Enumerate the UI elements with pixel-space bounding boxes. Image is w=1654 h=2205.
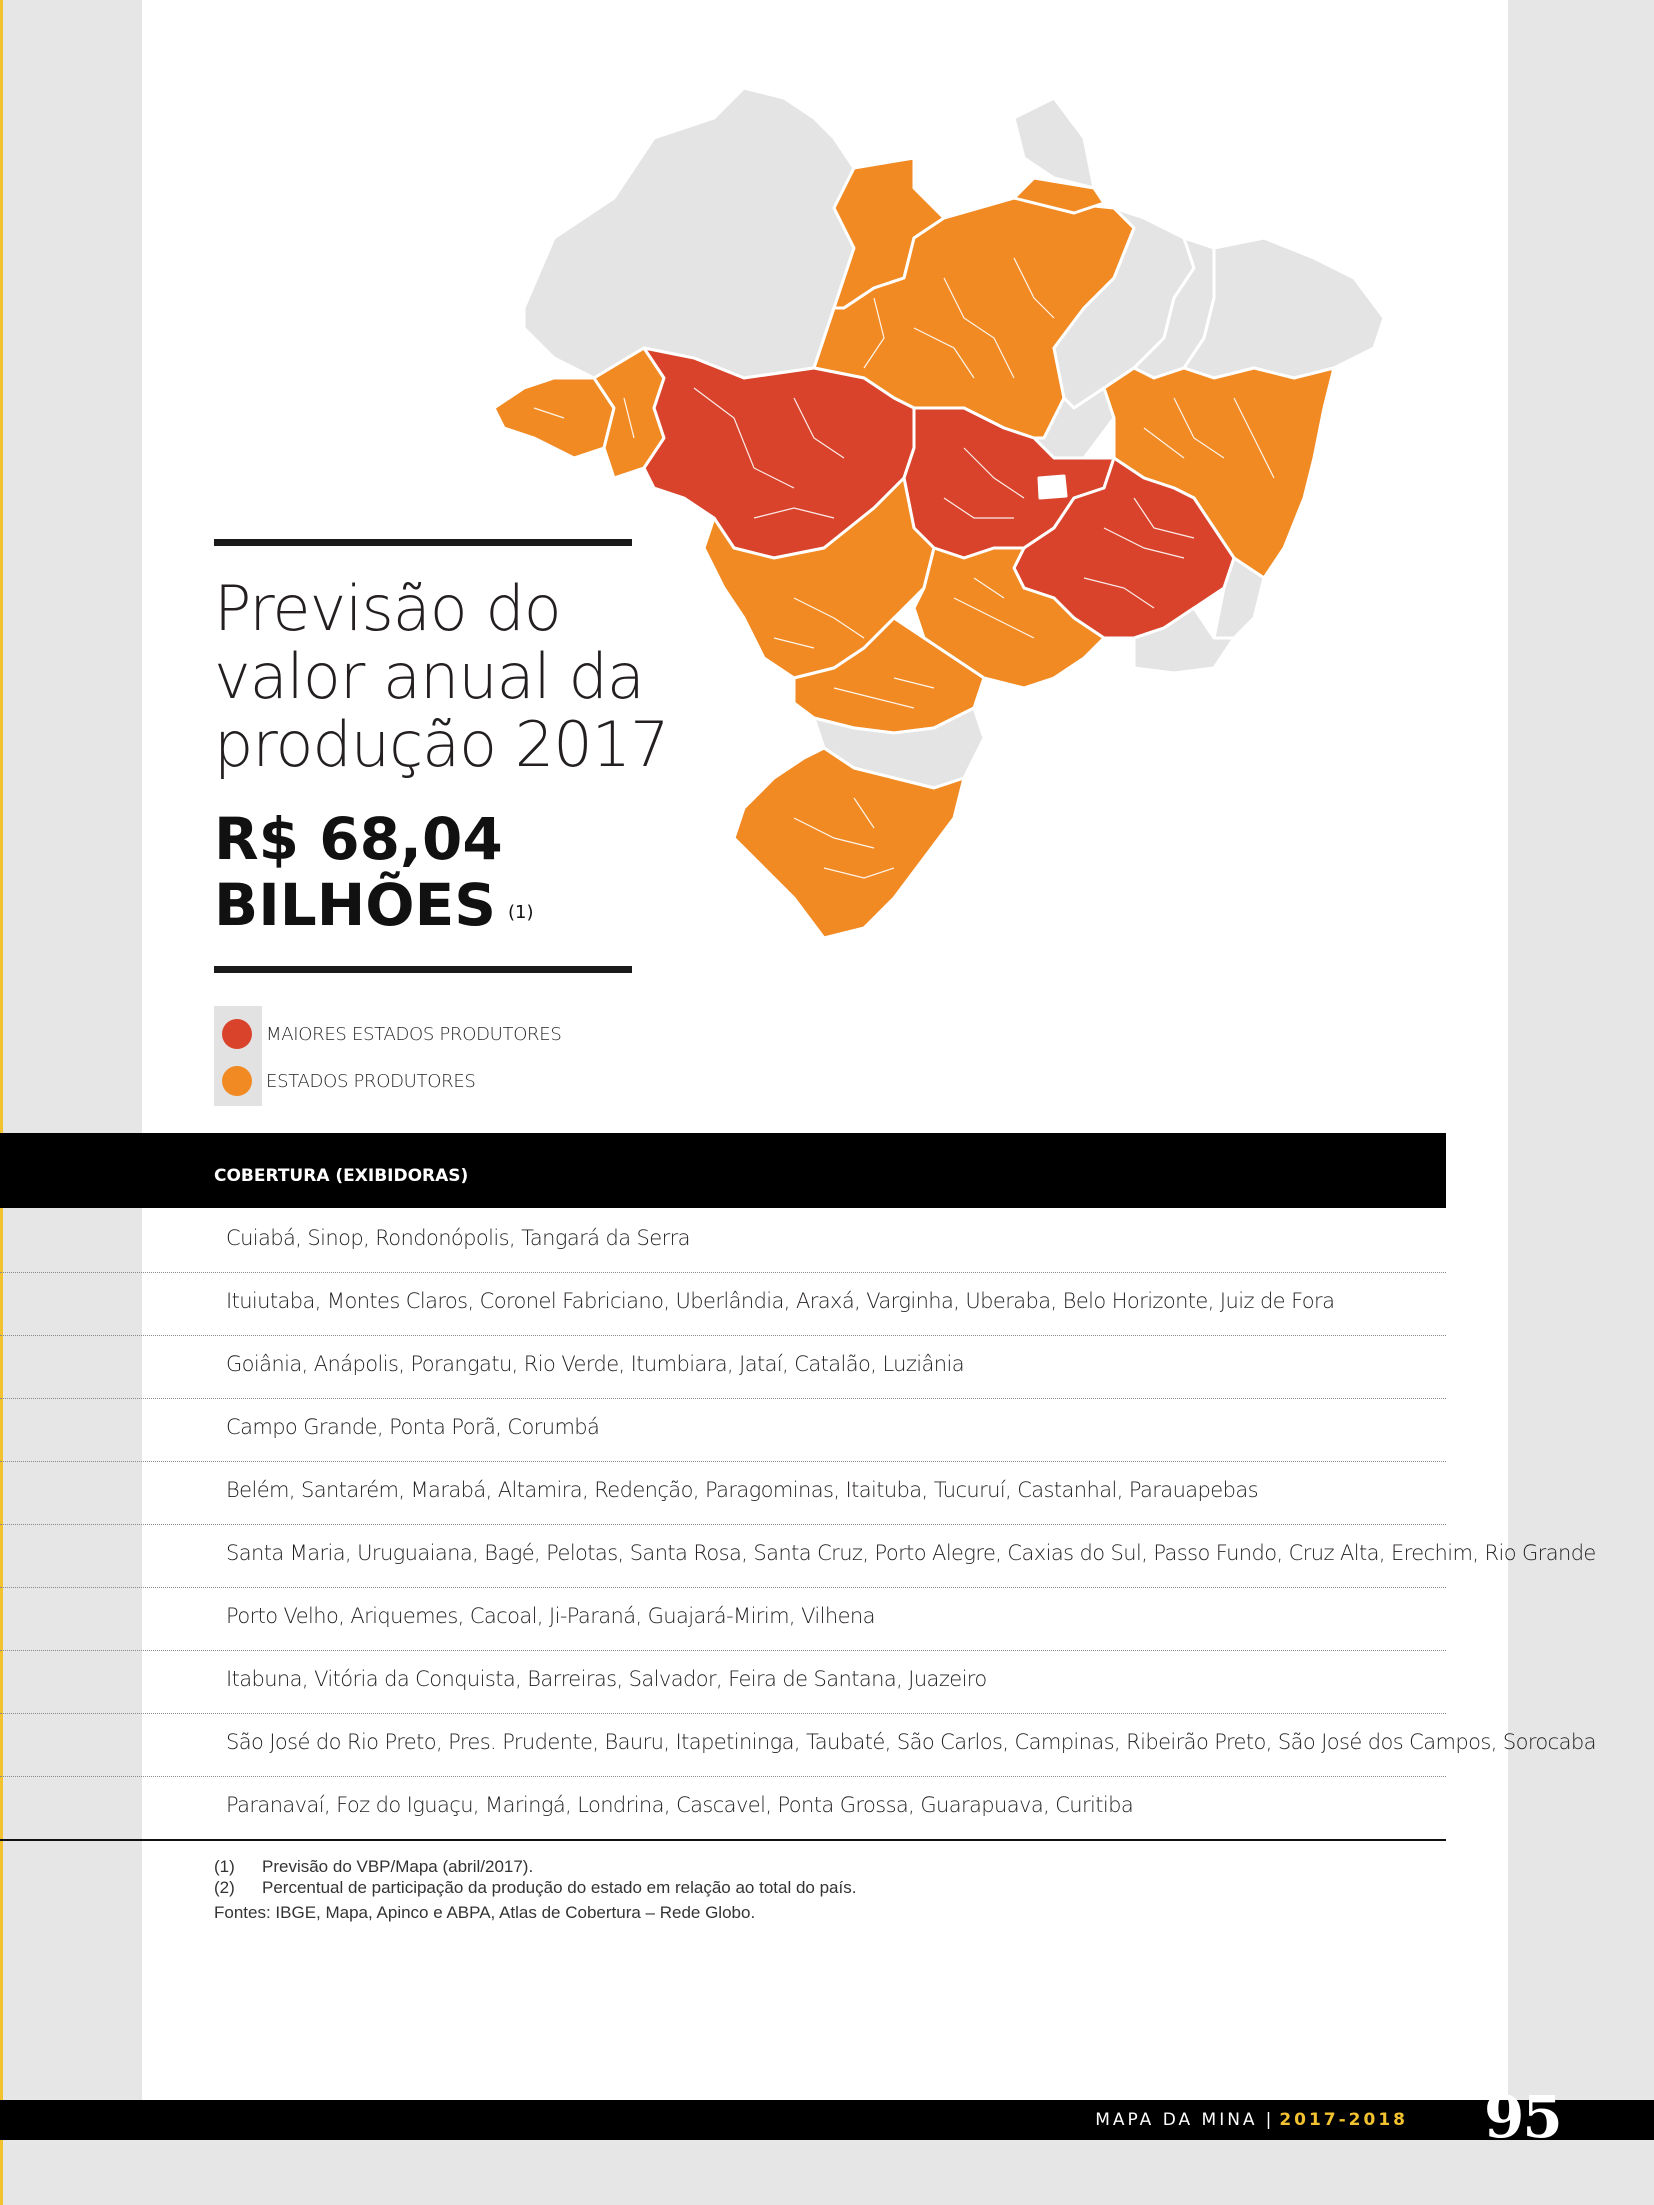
legend-item-producer: ESTADOS PRODUTORES: [214, 1061, 476, 1101]
coverage-cities: Itabuna, Vitória da Conquista, Barreiras…: [226, 1667, 987, 1691]
footnote-1-number: (1): [214, 1857, 235, 1876]
footnote-2: (2) Percentual de participação da produç…: [214, 1877, 1414, 1898]
coverage-row: Belém, Santarém, Marabá, Altamira, Reden…: [0, 1462, 1446, 1525]
state-rj: [1132, 606, 1236, 675]
coverage-row: Cuiabá, Sinop, Rondonópolis, Tangará da …: [0, 1210, 1446, 1273]
coverage-cities: Cuiabá, Sinop, Rondonópolis, Tangará da …: [226, 1226, 691, 1250]
coverage-cities: Campo Grande, Ponta Porã, Corumbá: [226, 1415, 600, 1439]
footnote-1: (1) Previsão do VBP/Mapa (abril/2017).: [214, 1856, 1414, 1877]
red-dot-icon: [222, 1019, 252, 1049]
coverage-cities: São José do Rio Preto, Pres. Prudente, B…: [226, 1730, 1596, 1754]
state-ac: [494, 376, 616, 460]
footnote-1-text: Previsão do VBP/Mapa (abril/2017).: [262, 1857, 534, 1876]
coverage-cities: Belém, Santarém, Marabá, Altamira, Reden…: [226, 1478, 1259, 1502]
value-amount: R$ 68,04: [214, 805, 503, 873]
state-am: [522, 86, 856, 380]
coverage-cities: Goiânia, Anápolis, Porangatu, Rio Verde,…: [226, 1352, 965, 1376]
coverage-cities: Paranavaí, Foz do Iguaçu, Maringá, Londr…: [226, 1793, 1134, 1817]
map-legend: MAIORES ESTADOS PRODUTORES ESTADOS PRODU…: [214, 1006, 694, 1106]
coverage-row: Ituiutaba, Montes Claros, Coronel Fabric…: [0, 1273, 1446, 1336]
coverage-row: Santa Maria, Uruguaiana, Bagé, Pelotas, …: [0, 1525, 1596, 1588]
coverage-list: Cuiabá, Sinop, Rondonópolis, Tangará da …: [0, 1210, 1596, 1841]
sources-line: Fontes: IBGE, Mapa, Apinco e ABPA, Atlas…: [214, 1903, 756, 1922]
title-rule-bottom: [214, 966, 632, 973]
publication-years: 2017-2018: [1279, 2110, 1408, 2130]
value-unit: BILHÕES: [214, 871, 496, 939]
title-rule-top: [214, 539, 632, 546]
coverage-row: Paranavaí, Foz do Iguaçu, Maringá, Londr…: [0, 1777, 1446, 1841]
coverage-header-bar: [0, 1133, 1446, 1208]
orange-dot-icon: [222, 1066, 252, 1096]
legend-item-major: MAIORES ESTADOS PRODUTORES: [214, 1014, 562, 1054]
value-footnote-ref: (1): [508, 902, 534, 923]
footer-publication: MAPA DA MINA | 2017-2018: [1095, 2110, 1408, 2130]
state-rs: [732, 746, 966, 940]
page-edge-accent: [0, 0, 3, 2205]
title-line-1: Previsão do: [214, 572, 562, 645]
coverage-title: COBERTURA (EXIBIDORAS): [214, 1166, 469, 1186]
state-sp: [912, 546, 1106, 690]
page-title: Previsão do valor anual da produção 2017: [214, 572, 670, 781]
state-df: [1037, 474, 1068, 500]
title-line-2: valor anual da: [214, 640, 645, 713]
production-value: R$ 68,04 BILHÕES (1): [214, 806, 644, 938]
footer-divider: |: [1265, 2110, 1272, 2130]
legend-label-major: MAIORES ESTADOS PRODUTORES: [266, 1023, 562, 1045]
title-line-3: produção 2017: [214, 708, 670, 781]
footnote-2-text: Percentual de participação da produção d…: [262, 1878, 857, 1897]
coverage-cities: Santa Maria, Uruguaiana, Bagé, Pelotas, …: [226, 1541, 1596, 1565]
coverage-cities: Ituiutaba, Montes Claros, Coronel Fabric…: [226, 1289, 1335, 1313]
state-pa-north: [1012, 176, 1106, 215]
coverage-row: Porto Velho, Ariquemes, Cacoal, Ji-Paran…: [0, 1588, 1446, 1651]
brazil-map: [494, 86, 1386, 940]
footer-bar: [0, 2100, 1654, 2140]
coverage-row: São José do Rio Preto, Pres. Prudente, B…: [0, 1714, 1596, 1777]
state-ap: [1012, 96, 1096, 190]
coverage-row: Itabuna, Vitória da Conquista, Barreiras…: [0, 1651, 1446, 1714]
page-number: 95: [1484, 2083, 1563, 2151]
coverage-cities: Porto Velho, Ariquemes, Cacoal, Ji-Paran…: [226, 1604, 875, 1628]
publication-name: MAPA DA MINA: [1095, 2110, 1258, 2130]
state-ms: [702, 476, 936, 680]
coverage-row: Goiânia, Anápolis, Porangatu, Rio Verde,…: [0, 1336, 1446, 1399]
legend-label-producer: ESTADOS PRODUTORES: [266, 1070, 476, 1092]
state-ne: [1182, 236, 1386, 380]
footnote-2-number: (2): [214, 1878, 235, 1897]
coverage-row: Campo Grande, Ponta Porã, Corumbá: [0, 1399, 1446, 1462]
footnotes: (1) Previsão do VBP/Mapa (abril/2017). (…: [214, 1856, 1414, 1923]
